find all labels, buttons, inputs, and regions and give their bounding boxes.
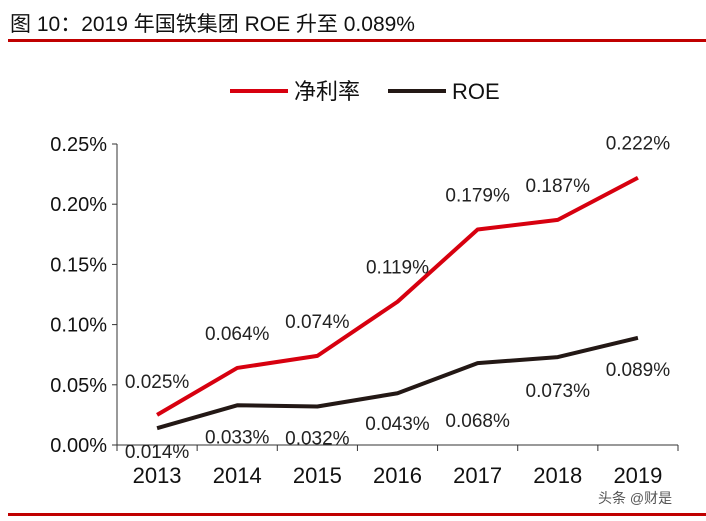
data-label: 0.033% — [205, 427, 270, 448]
bottom-rule — [8, 513, 706, 516]
y-tick-label: 0.20% — [50, 194, 107, 216]
data-label: 0.074% — [285, 312, 350, 333]
data-label: 0.222% — [606, 134, 671, 155]
data-label: 0.068% — [445, 411, 510, 432]
y-tick-label: 0.10% — [50, 315, 107, 337]
data-label: 0.014% — [125, 442, 190, 463]
data-label: 0.187% — [526, 176, 591, 197]
data-label: 0.119% — [366, 258, 429, 279]
y-tick-label: 0.00% — [50, 435, 107, 457]
x-tick-label: 2018 — [533, 463, 582, 488]
figure-title: 图 10：2019 年国铁集团 ROE 升至 0.089% — [10, 13, 415, 36]
data-label: 0.043% — [365, 414, 430, 435]
data-label: 0.073% — [526, 381, 591, 402]
x-tick-label: 2017 — [453, 463, 502, 488]
series-line-净利率 — [156, 175, 639, 417]
data-label: 0.179% — [445, 185, 510, 206]
y-tick-label: 0.15% — [50, 254, 107, 276]
legend-label: ROE — [452, 79, 500, 104]
x-tick-label: 2015 — [293, 463, 342, 488]
series-line-ROE — [156, 335, 639, 431]
data-label: 0.064% — [205, 324, 270, 345]
data-label: 0.089% — [606, 360, 671, 381]
y-tick-label: 0.25% — [50, 134, 107, 156]
legend-label: 净利率 — [294, 79, 360, 104]
data-label: 0.032% — [285, 428, 350, 449]
x-tick-label: 2013 — [133, 463, 182, 488]
x-tick-label: 2019 — [613, 463, 662, 488]
title-rule — [8, 39, 706, 42]
y-tick-label: 0.05% — [50, 375, 107, 397]
x-tick-label: 2014 — [213, 463, 262, 488]
x-tick-label: 2016 — [373, 463, 422, 488]
data-label: 0.025% — [125, 372, 190, 393]
watermark: 头条 @财是 — [598, 490, 673, 506]
